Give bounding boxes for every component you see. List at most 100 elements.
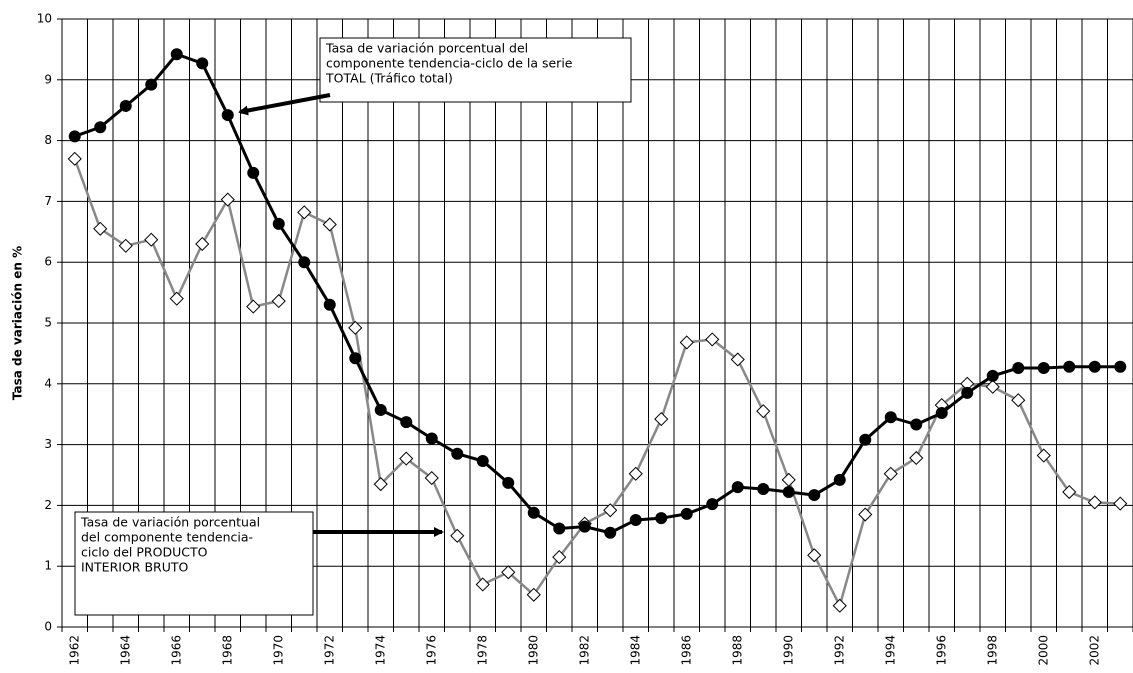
point — [373, 477, 388, 492]
point — [298, 256, 311, 269]
x-tick-label: 1974 — [373, 635, 387, 666]
series-line — [73, 158, 1121, 610]
point — [144, 232, 159, 247]
point — [374, 403, 387, 416]
x-tick-label: 1996 — [934, 635, 948, 666]
point — [629, 513, 642, 526]
point — [450, 528, 465, 543]
point — [196, 57, 209, 70]
point — [604, 526, 617, 539]
point — [961, 386, 974, 399]
point — [424, 470, 439, 486]
point — [501, 565, 516, 580]
annotation-box — [74, 511, 314, 616]
point — [960, 376, 975, 391]
point — [271, 294, 286, 309]
point — [451, 447, 464, 460]
annotation-text: ciclo del PRODUCTO — [81, 545, 208, 560]
x-tick-label: 1966 — [169, 635, 183, 666]
point — [679, 335, 694, 350]
y-tick-label: 1 — [44, 559, 52, 573]
point — [400, 416, 413, 429]
point — [323, 298, 336, 311]
y-tick-label: 2 — [44, 498, 52, 512]
point — [884, 411, 897, 424]
y-tick-label: 0 — [44, 620, 52, 634]
point — [1036, 448, 1051, 463]
point — [1012, 361, 1025, 374]
x-tick-label: 1970 — [271, 635, 285, 666]
point — [730, 352, 745, 367]
x-tick-label: 1980 — [526, 635, 540, 666]
point — [807, 548, 822, 563]
y-tick-label: 4 — [44, 376, 52, 390]
point — [272, 217, 285, 230]
y-tick-label: 5 — [44, 316, 52, 330]
point — [247, 166, 260, 179]
point — [145, 78, 158, 91]
point — [628, 466, 643, 481]
x-tick-label: 1976 — [424, 635, 438, 666]
x-tick-label: 1978 — [475, 635, 489, 666]
point — [349, 352, 362, 365]
annotation-text: Tasa de variación porcentual del — [325, 41, 528, 56]
x-tick-label: 1984 — [628, 635, 642, 666]
point — [476, 455, 489, 468]
point — [552, 550, 567, 565]
point — [706, 498, 719, 511]
point — [859, 433, 872, 446]
annotation-text: INTERIOR BRUTO — [81, 560, 188, 575]
point — [246, 299, 261, 314]
y-tick-label: 8 — [44, 133, 52, 147]
x-tick-label: 1998 — [985, 635, 999, 666]
point — [475, 577, 490, 592]
point — [731, 481, 744, 494]
annotation-text: Tasa de variación porcentual — [80, 515, 260, 530]
point — [221, 109, 234, 122]
point — [603, 503, 618, 518]
point — [195, 236, 210, 252]
point — [1088, 360, 1101, 373]
annotation-text: del componente tendencia- — [81, 530, 253, 545]
point — [756, 404, 771, 419]
point — [578, 520, 591, 533]
annotation-box — [319, 37, 632, 103]
point — [502, 476, 515, 489]
x-tick-label: 1972 — [322, 635, 336, 666]
point — [68, 130, 81, 143]
point — [119, 99, 132, 112]
y-tick-label: 3 — [44, 437, 52, 451]
point — [425, 432, 438, 445]
point — [832, 598, 847, 613]
point — [220, 192, 235, 207]
point — [1114, 360, 1127, 373]
x-tick-label: 1988 — [730, 635, 744, 666]
point — [297, 205, 312, 220]
y-tick-label: 10 — [37, 12, 52, 26]
point — [757, 482, 770, 495]
point — [781, 472, 796, 487]
point — [1113, 496, 1128, 511]
point — [705, 332, 720, 347]
point — [94, 121, 107, 134]
point — [858, 507, 873, 522]
point — [348, 320, 363, 335]
point — [1062, 484, 1077, 500]
x-tick-label: 1968 — [220, 635, 234, 666]
y-tick-label: 7 — [44, 194, 52, 208]
point — [985, 379, 1000, 394]
x-tick-label: 1986 — [679, 635, 693, 666]
annotation-arrow — [238, 93, 331, 116]
point — [654, 411, 669, 427]
annotation-text: TOTAL (Tráfico total) — [325, 71, 453, 86]
point — [935, 406, 948, 419]
point — [93, 221, 108, 236]
point — [527, 506, 540, 519]
point — [118, 238, 133, 253]
point — [399, 451, 414, 466]
point — [1037, 361, 1050, 374]
point — [1063, 360, 1076, 373]
point — [680, 507, 693, 520]
point — [986, 369, 999, 382]
point — [170, 48, 183, 61]
